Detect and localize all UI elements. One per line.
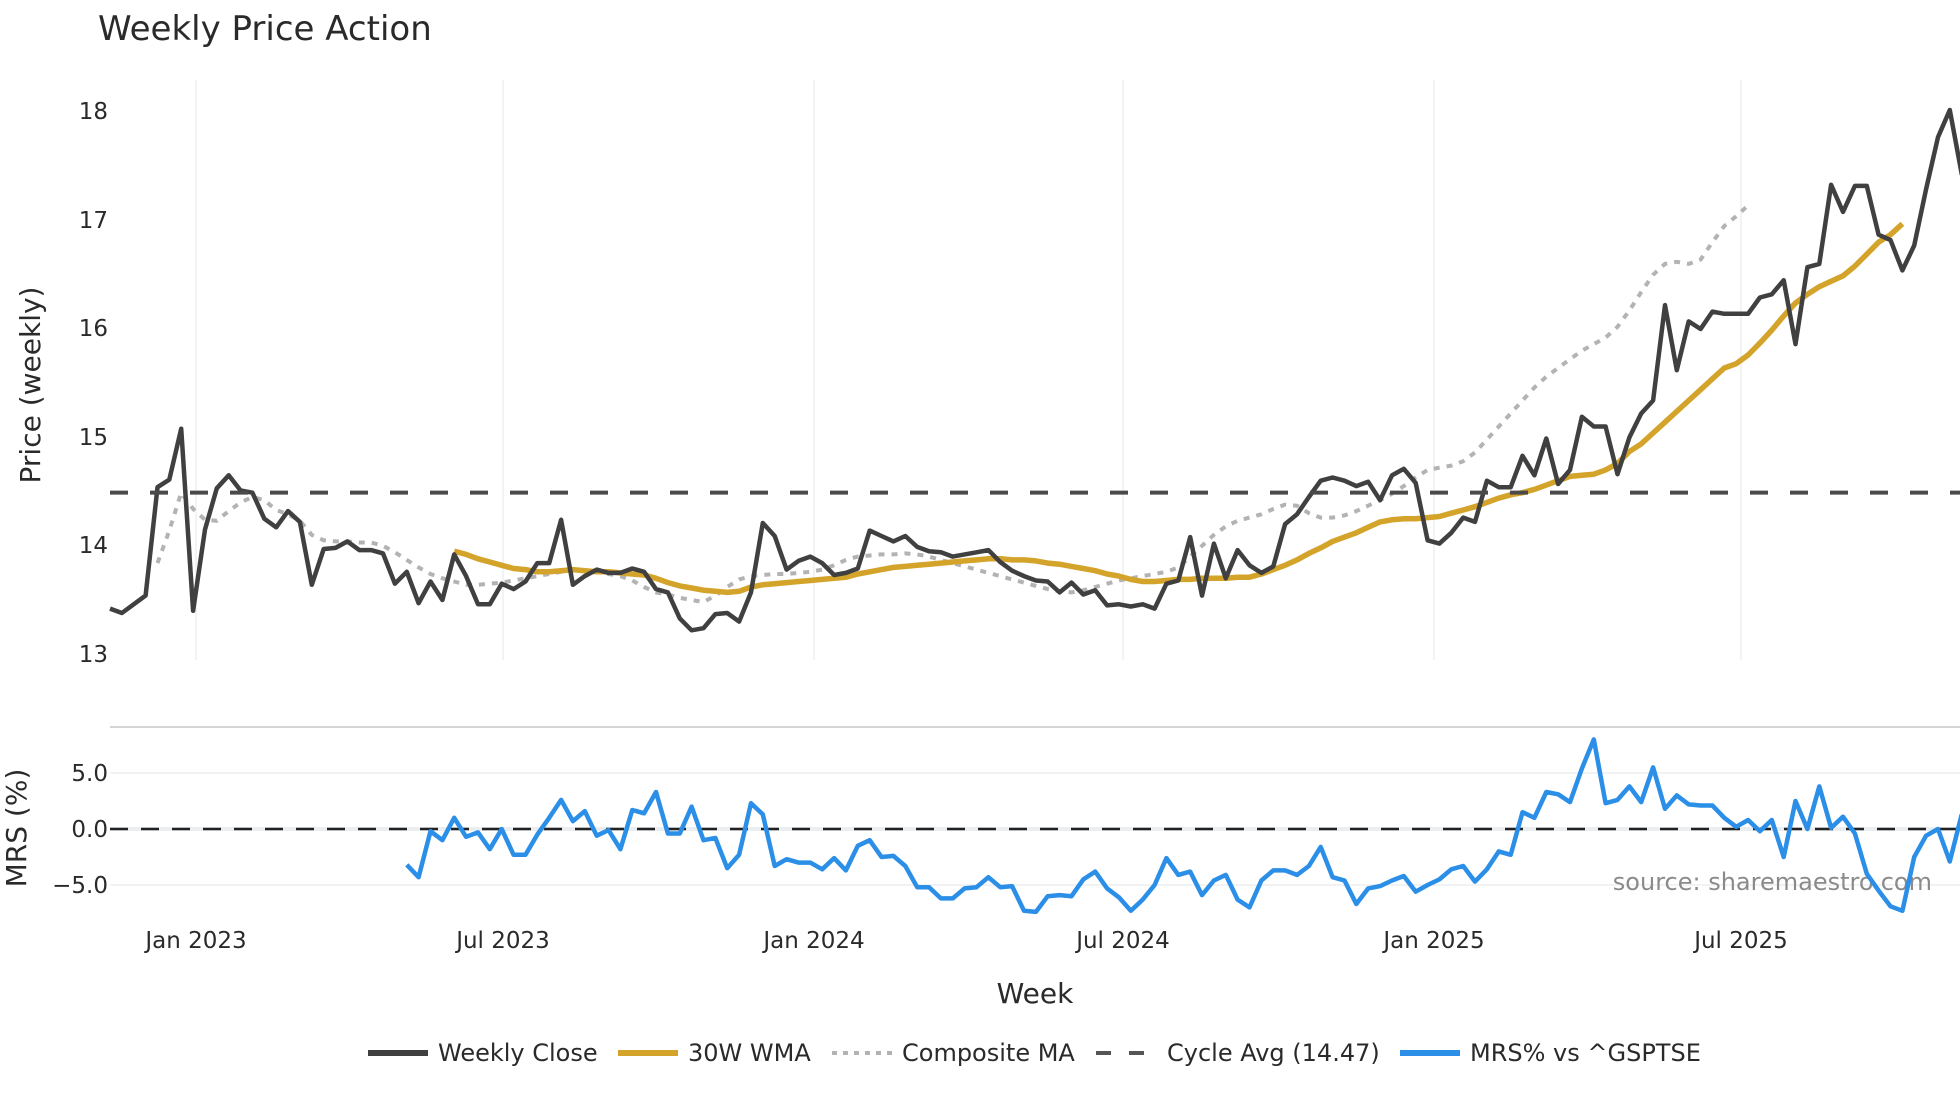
x-tick-jan-2025: Jan 2025 — [1381, 928, 1484, 954]
y-tick-18: 18 — [79, 99, 108, 125]
y-tick-17: 17 — [79, 208, 108, 234]
x-tick-jul-2024: Jul 2024 — [1074, 928, 1170, 954]
mrs-y-axis: 5.0 0.0 −5.0 — [52, 761, 108, 899]
legend-item-mrs[interactable]: MRS% vs ^GSPTSE — [1400, 1039, 1701, 1067]
mrs-y-tick-5: 5.0 — [71, 761, 108, 787]
y-tick-14: 14 — [79, 533, 108, 559]
x-tick-jul-2025: Jul 2025 — [1692, 928, 1788, 954]
x-axis-label: Week — [997, 977, 1074, 1010]
legend-label: Composite MA — [902, 1039, 1075, 1067]
y-tick-13: 13 — [79, 642, 108, 668]
legend-label: 30W WMA — [688, 1039, 811, 1067]
legend-label: Weekly Close — [438, 1039, 598, 1067]
y-tick-16: 16 — [79, 316, 108, 342]
legend-label: MRS% vs ^GSPTSE — [1470, 1039, 1701, 1067]
mrs-plot-area — [405, 737, 1960, 915]
price-plot-area — [109, 107, 1960, 633]
legend: Weekly Close 30W WMA Composite MA Cycle … — [368, 1039, 1701, 1067]
x-tick-jul-2023: Jul 2023 — [454, 928, 550, 954]
composite-ma-line — [155, 203, 1750, 605]
x-tick-jan-2023: Jan 2023 — [143, 928, 246, 954]
x-axis: Jan 2023 Jul 2023 Jan 2024 Jul 2024 Jan … — [143, 928, 1787, 954]
y-tick-15: 15 — [79, 425, 108, 451]
legend-item-composite-ma[interactable]: Composite MA — [832, 1039, 1075, 1067]
mrs-y-axis-label: MRS (%) — [0, 769, 33, 888]
price-y-axis: 18 17 16 15 14 13 — [79, 99, 108, 668]
weekly-close-line — [109, 107, 1960, 633]
legend-item-cycle-avg[interactable]: Cycle Avg (14.47) — [1096, 1039, 1380, 1067]
legend-label: Cycle Avg (14.47) — [1167, 1039, 1380, 1067]
legend-item-30w-wma[interactable]: 30W WMA — [618, 1039, 811, 1067]
mrs-y-tick-0: 0.0 — [71, 817, 108, 843]
wma-30w-line — [453, 221, 1905, 596]
chart-title: Weekly Price Action — [98, 9, 432, 49]
price-y-axis-label: Price (weekly) — [14, 287, 47, 484]
x-tick-jan-2024: Jan 2024 — [761, 928, 864, 954]
source-watermark: source: sharemaestro.com — [1613, 868, 1932, 896]
legend-item-weekly-close[interactable]: Weekly Close — [368, 1039, 598, 1067]
mrs-line — [405, 737, 1960, 915]
mrs-y-tick-minus5: −5.0 — [52, 873, 108, 899]
x-gridlines — [195, 80, 1742, 660]
